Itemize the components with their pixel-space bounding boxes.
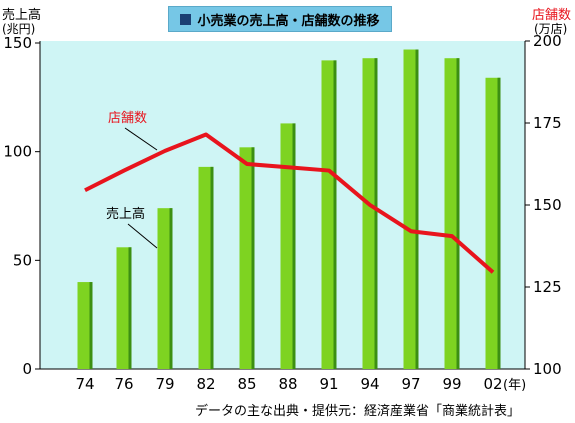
bar — [403, 49, 419, 370]
store-count-series-label: 店舗数 — [108, 111, 147, 126]
bar-shadow — [497, 77, 501, 370]
source-note: データの主な出典・提供元：経済産業省「商業統計表」 — [195, 404, 521, 419]
sales-series-label: 売上高 — [106, 206, 145, 222]
left-axis-unit: (兆円) — [2, 22, 36, 36]
bar — [116, 247, 132, 369]
bar — [485, 77, 501, 370]
bar — [198, 166, 214, 369]
x-tick-label: 74 — [75, 375, 94, 393]
x-tick-label: 76 — [114, 375, 133, 393]
right-axis-title: 店舗数 — [532, 8, 572, 23]
left-axis-title: 売上高 — [2, 8, 42, 23]
right-tick-label: 175 — [533, 114, 562, 132]
right-tick-label: 100 — [533, 360, 562, 378]
right-tick-label: 125 — [533, 278, 562, 296]
bar-shadow — [128, 247, 132, 369]
bar-shadow — [251, 147, 255, 369]
left-tick-label: 100 — [3, 143, 32, 161]
sales-leader-line — [127, 223, 158, 249]
x-tick-label: 02 — [483, 375, 502, 393]
bar-shadow — [292, 123, 296, 369]
bar — [77, 282, 93, 369]
right-tick-label: 200 — [533, 32, 562, 50]
x-tick-label: 91 — [319, 375, 338, 393]
store-count-leader-line — [124, 127, 158, 151]
x-tick-label: 79 — [155, 375, 174, 393]
bar — [321, 60, 337, 370]
x-tick-label: 85 — [237, 375, 256, 393]
bar-shadow — [333, 60, 337, 370]
left-tick-label: 50 — [13, 251, 32, 269]
title-square-icon — [180, 13, 192, 25]
bar-shadow — [415, 49, 419, 370]
left-tick-label: 0 — [22, 360, 32, 378]
store-count-line — [84, 132, 495, 274]
left-tick-label: 150 — [3, 34, 32, 52]
bar — [280, 123, 296, 369]
x-tick-label: 88 — [278, 375, 297, 393]
chart-title: 小売業の売上高・店舗数の推移 — [168, 6, 392, 32]
bar — [239, 147, 255, 369]
bar-shadow — [169, 208, 173, 369]
x-tick-label: 82 — [196, 375, 215, 393]
x-tick-label: 99 — [442, 375, 461, 393]
bar — [362, 58, 378, 370]
x-tick-label: 97 — [401, 375, 420, 393]
bar-shadow — [89, 282, 93, 369]
right-axis-unit: (万店) — [534, 22, 568, 36]
bar — [444, 58, 460, 370]
chart-title-text: 小売業の売上高・店舗数の推移 — [197, 13, 380, 29]
x-axis-unit: (年) — [503, 378, 526, 393]
bar-shadow — [210, 166, 214, 369]
bar-shadow — [456, 58, 460, 370]
right-tick-label: 150 — [533, 196, 562, 214]
bar — [157, 208, 173, 369]
bar-shadow — [374, 58, 378, 370]
x-tick-label: 94 — [360, 375, 379, 393]
